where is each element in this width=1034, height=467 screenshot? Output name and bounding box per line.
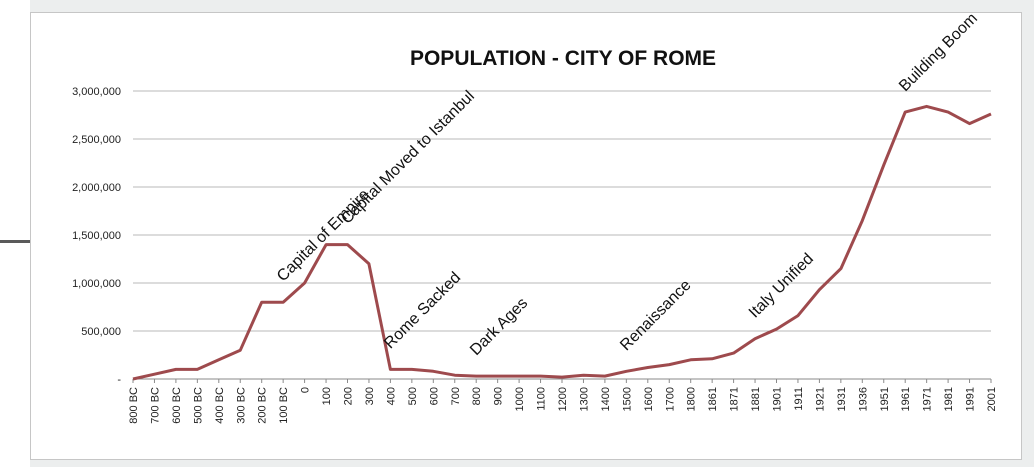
x-tick-label: 0 (300, 387, 312, 393)
x-tick-label: 500 (407, 387, 419, 405)
chart-frame: POPULATION - CITY OF ROME - 500,000 1,000,… (30, 12, 1022, 460)
x-tick-label: 1000 (514, 387, 526, 411)
x-tick-label: 1971 (922, 387, 934, 411)
x-tick-label: 1931 (836, 387, 848, 411)
x-tick-label: 1961 (900, 387, 912, 411)
x-tick-label: 1871 (729, 387, 741, 411)
x-tick-label: 700 BC (149, 387, 161, 424)
x-tick-label: 1981 (943, 387, 955, 411)
x-tick-label: 1100 (536, 387, 548, 411)
annotation-label: Dark Ages (467, 295, 531, 359)
y-tick-label: 2,000,000 (72, 182, 121, 194)
x-tick-label: 1991 (965, 387, 977, 411)
population-chart: POPULATION - CITY OF ROME - 500,000 1,000,… (72, 13, 998, 424)
x-tick-label: 800 (471, 387, 483, 405)
x-tick-label: 500 BC (192, 387, 204, 424)
x-tick-label: 600 BC (171, 387, 183, 424)
y-tick-label: - (117, 374, 121, 386)
y-tick-label: 3,000,000 (72, 86, 121, 98)
x-tick-label: 1200 (557, 387, 569, 411)
x-tick-label: 1901 (772, 387, 784, 411)
x-tick-label: 400 (385, 387, 397, 405)
annotation-label: Building Boom (896, 13, 981, 95)
x-tick-label: 400 BC (214, 387, 226, 424)
x-tick-labels: 800 BC 700 BC 600 BC 500 BC 400 BC 300 BC 200 … (128, 387, 998, 424)
x-tick-label: 800 BC (128, 387, 140, 424)
x-tick-label: 1881 (750, 387, 762, 411)
x-tick-label: 300 BC (235, 387, 247, 424)
y-tick-label: 500,000 (81, 326, 121, 338)
annotation-label: Capital Moved to Istanbul (338, 88, 478, 228)
x-tick-label: 300 (364, 387, 376, 405)
x-tick-label: 1800 (686, 387, 698, 411)
x-tick-label: 900 (493, 387, 505, 405)
x-tick-label: 100 (321, 387, 333, 405)
y-tick-label: 1,500,000 (72, 230, 121, 242)
x-tick-label: 2001 (986, 387, 998, 411)
x-tick-label: 1861 (707, 387, 719, 411)
x-tick-label: 1700 (664, 387, 676, 411)
annotation-label: Rome Sacked (381, 269, 464, 352)
x-tick-label: 200 (343, 387, 355, 405)
grid-layer (132, 90, 992, 383)
x-tick-label: 1951 (879, 387, 891, 411)
x-tick-label: 1936 (857, 387, 869, 411)
x-tick-label: 700 (450, 387, 462, 405)
series-line-layer (132, 104, 992, 381)
annotation-label: Renaissance (617, 277, 695, 355)
page-divider-rule (0, 240, 30, 243)
x-tick-label: 1300 (578, 387, 590, 411)
y-tick-label: 1,000,000 (72, 278, 121, 290)
x-tick-label: 600 (428, 387, 440, 405)
x-tick-label: 1500 (621, 387, 633, 411)
y-tick-labels: - 500,000 1,000,000 1,500,000 2,000,000 2,500… (72, 86, 121, 386)
x-tick-label: 1911 (793, 387, 805, 411)
population-series-line (132, 104, 992, 381)
x-tick-label: 1400 (600, 387, 612, 411)
annotation-label: Italy Unified (746, 250, 817, 321)
page-left-margin (0, 0, 30, 467)
x-tick-label: 1921 (814, 387, 826, 411)
y-tick-label: 2,500,000 (72, 134, 121, 146)
chart-title: POPULATION - CITY OF ROME (410, 47, 716, 70)
x-tick-label: 1600 (643, 387, 655, 411)
x-tick-label: 100 BC (278, 387, 290, 424)
x-tick-label: 200 BC (257, 387, 269, 424)
